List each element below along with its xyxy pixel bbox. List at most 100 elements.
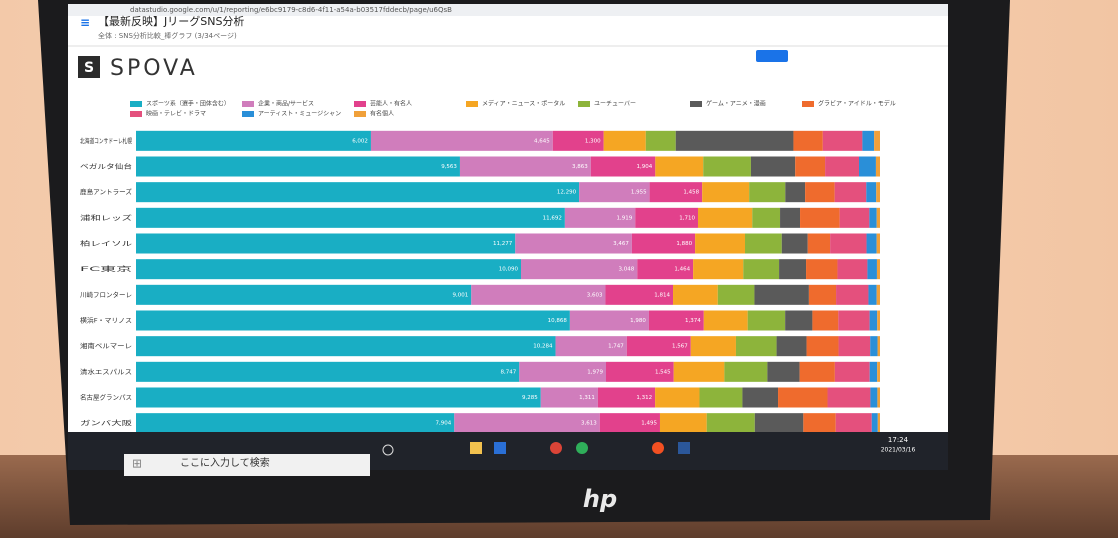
taskbar-icons bbox=[382, 442, 690, 456]
value-label: 1,980 bbox=[630, 318, 646, 324]
bar-segment bbox=[579, 182, 650, 203]
app-icon[interactable] bbox=[652, 442, 664, 454]
bar-segment bbox=[858, 156, 876, 177]
bar-segment bbox=[136, 207, 565, 228]
bar-segment bbox=[780, 207, 801, 228]
bar-segment bbox=[471, 284, 606, 305]
bar-segment bbox=[876, 182, 880, 203]
app-icon[interactable] bbox=[494, 442, 506, 454]
legend-swatch bbox=[578, 101, 590, 107]
chrome-icon[interactable] bbox=[550, 442, 562, 454]
value-label: 9,001 bbox=[453, 292, 469, 298]
bar-segment bbox=[822, 130, 863, 151]
bar-segment bbox=[645, 130, 676, 151]
edge-icon[interactable] bbox=[576, 442, 588, 454]
bar-segment bbox=[675, 130, 794, 151]
bar-segment bbox=[754, 413, 804, 434]
legend-swatch bbox=[466, 101, 478, 107]
value-label: 1,747 bbox=[608, 344, 624, 350]
bar-segment bbox=[742, 387, 779, 408]
value-label: 1,312 bbox=[636, 395, 652, 401]
logo-letter: S bbox=[84, 60, 94, 76]
bar-segment bbox=[830, 233, 867, 254]
value-label: 10,868 bbox=[548, 318, 568, 324]
bar-segment bbox=[838, 310, 870, 331]
search-box[interactable] bbox=[124, 454, 370, 476]
legend-label: メディア・ニュース・ポータル bbox=[482, 100, 565, 108]
legend-swatch bbox=[354, 111, 366, 117]
category-label: 清水エスパルス bbox=[80, 367, 132, 376]
value-label: 11,277 bbox=[493, 241, 513, 247]
value-label: 1,955 bbox=[631, 190, 647, 196]
bar-segment bbox=[834, 182, 867, 203]
legend-label: 映画・テレビ・ドラマ bbox=[146, 110, 206, 118]
clock-date: 2021/03/16 bbox=[881, 447, 916, 454]
bar-segment bbox=[659, 413, 707, 434]
bar-segment bbox=[136, 259, 521, 280]
category-label: 湘南ベルマーレ bbox=[80, 341, 132, 350]
bar-segment bbox=[785, 182, 806, 203]
bar-segment bbox=[839, 207, 870, 228]
bar-segment bbox=[724, 361, 768, 382]
bar-segment bbox=[805, 182, 835, 203]
address-bar bbox=[68, 4, 948, 16]
value-label: 6,002 bbox=[352, 138, 368, 144]
bar-segment bbox=[693, 259, 744, 280]
bar-segment bbox=[702, 182, 750, 203]
category-label: 浦和レッズ bbox=[80, 213, 133, 222]
bar-segment bbox=[781, 233, 808, 254]
bar-segment bbox=[515, 233, 632, 254]
bar-segment bbox=[743, 259, 780, 280]
value-label: 1,300 bbox=[585, 138, 601, 144]
bar-segment bbox=[655, 156, 704, 177]
word-icon[interactable] bbox=[678, 442, 690, 454]
category-label: 名古屋グランパス bbox=[80, 393, 132, 402]
bar-segment bbox=[869, 310, 878, 331]
bar-segment bbox=[779, 259, 807, 280]
explorer-icon[interactable] bbox=[470, 442, 482, 454]
bar-segment bbox=[767, 361, 800, 382]
legend-swatch bbox=[690, 101, 702, 107]
value-label: 1,814 bbox=[654, 292, 670, 298]
bar-segment bbox=[867, 259, 877, 280]
bar-segment bbox=[605, 284, 674, 305]
bar-segment bbox=[136, 387, 541, 408]
category-label: 北海道コンサドーレ札幌 bbox=[80, 136, 132, 145]
edit-button[interactable] bbox=[756, 50, 788, 62]
bar-segment bbox=[795, 156, 826, 177]
bar-segment bbox=[454, 413, 600, 434]
bar-segment bbox=[626, 336, 691, 357]
bar-segment bbox=[825, 156, 859, 177]
value-label: 1,904 bbox=[637, 164, 653, 170]
value-label: 10,284 bbox=[533, 344, 553, 350]
bar-segment bbox=[136, 361, 520, 382]
bar-segment bbox=[735, 336, 777, 357]
legend-swatch bbox=[130, 111, 142, 117]
bar-segment bbox=[520, 259, 638, 280]
bar-segment bbox=[749, 182, 786, 203]
bar-segment bbox=[136, 413, 455, 434]
bar-segment bbox=[695, 233, 746, 254]
logo-box bbox=[78, 56, 100, 78]
bar-segment bbox=[703, 156, 751, 177]
value-label: 3,863 bbox=[572, 164, 588, 170]
windows-icon: ⊞ bbox=[132, 457, 142, 471]
logo-text: SPOVA bbox=[110, 56, 198, 81]
legend-label: 企業・商品/サービス bbox=[258, 100, 314, 108]
bar-segment bbox=[877, 387, 880, 408]
bar-segment bbox=[136, 284, 472, 305]
bar-segment bbox=[649, 182, 703, 203]
bar-segment bbox=[747, 310, 786, 331]
bar-segment bbox=[838, 336, 871, 357]
bar-segment bbox=[868, 284, 877, 305]
chart: スポーツ系（選手・団体含む） 企業・商品/サービス 芸能人・有名人 メディア・ニュース… bbox=[80, 100, 896, 434]
bar-segment bbox=[552, 130, 604, 151]
bar-segment bbox=[136, 233, 516, 254]
bar-segment bbox=[136, 130, 371, 151]
bar-segment bbox=[569, 310, 649, 331]
legend-swatch bbox=[242, 101, 254, 107]
bar-segment bbox=[699, 387, 743, 408]
bar-segment bbox=[519, 361, 607, 382]
taskview-icon[interactable] bbox=[382, 444, 394, 456]
